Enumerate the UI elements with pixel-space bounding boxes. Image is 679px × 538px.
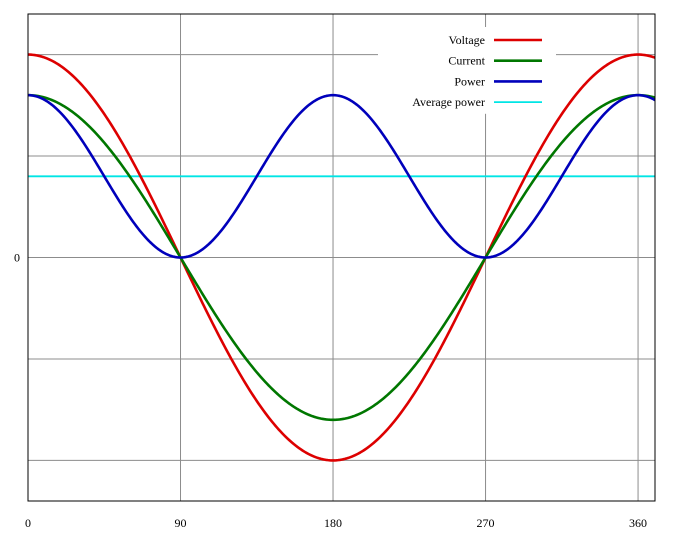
- tick-layer: 0 90 180 270 360 0: [14, 251, 647, 531]
- series-line-power: [27, 93, 656, 259]
- legend-label: Average power: [412, 95, 485, 109]
- x-tick-label: 0: [25, 516, 31, 530]
- legend: Voltage Current Power Average power: [378, 27, 556, 114]
- series-line-current: [27, 93, 656, 422]
- x-tick-label: 180: [324, 516, 342, 530]
- y-tick-label: 0: [14, 251, 20, 265]
- series-line-voltage: [27, 53, 656, 462]
- x-tick-label: 90: [175, 516, 187, 530]
- legend-label: Voltage: [449, 33, 485, 47]
- legend-background: [378, 27, 556, 114]
- x-tick-label: 270: [477, 516, 495, 530]
- legend-label: Power: [454, 74, 485, 88]
- x-tick-label: 360: [629, 516, 647, 530]
- series-layer: [27, 53, 656, 462]
- legend-label: Current: [448, 54, 485, 68]
- plot-frame: [27, 13, 656, 502]
